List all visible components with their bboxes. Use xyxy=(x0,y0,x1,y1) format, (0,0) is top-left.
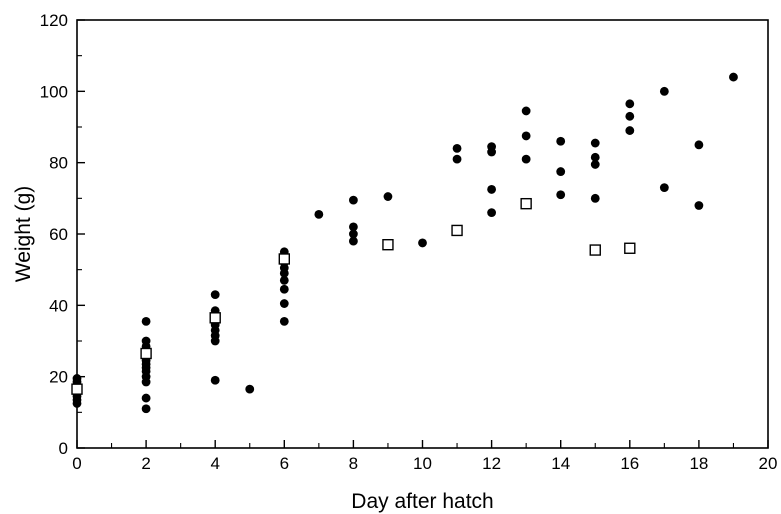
y-tick-label: 60 xyxy=(49,225,68,244)
data-point-circle xyxy=(349,195,358,205)
data-point-circle xyxy=(625,99,635,109)
data-point-square xyxy=(278,253,290,265)
data-point-square xyxy=(520,197,532,210)
data-point-circle xyxy=(72,374,82,383)
data-point-circle xyxy=(210,290,220,300)
data-point-circle xyxy=(625,111,635,121)
data-point-circle xyxy=(279,316,289,326)
data-point-circle xyxy=(556,136,566,146)
data-point-circle xyxy=(141,393,151,403)
data-point-circle xyxy=(245,384,255,394)
data-point-circle xyxy=(694,201,704,210)
data-point-square xyxy=(451,224,463,237)
data-point-square xyxy=(71,383,83,395)
x-tick-label: 12 xyxy=(482,454,501,473)
y-axis-ticks: 0 20 40 60 80 100 120 xyxy=(40,11,85,458)
data-point-circle xyxy=(141,404,151,414)
plot-frame xyxy=(76,19,769,449)
x-axis-ticks: 0 2 4 6 8 10 12 14 16 18 20 xyxy=(72,440,777,473)
data-point-square xyxy=(209,312,221,324)
x-tick-label: 4 xyxy=(210,454,219,473)
data-point-circle xyxy=(590,138,600,148)
data-point-square xyxy=(382,238,394,251)
data-point-circle xyxy=(349,229,358,239)
data-point-circle xyxy=(625,126,635,135)
data-point-circle xyxy=(279,275,289,285)
data-point-circle xyxy=(659,86,669,96)
data-point-circle xyxy=(279,284,289,294)
x-tick-label: 10 xyxy=(413,454,432,473)
x-tick-label: 8 xyxy=(349,454,358,473)
filled-circle-series xyxy=(72,72,738,414)
open-square-series xyxy=(71,197,636,395)
y-tick-label: 80 xyxy=(49,154,68,173)
x-tick-label: 20 xyxy=(759,454,778,473)
y-tick-label: 100 xyxy=(40,82,68,101)
data-point-square xyxy=(589,244,601,256)
x-axis-title: Day after hatch xyxy=(351,490,493,513)
y-tick-label: 40 xyxy=(49,296,68,315)
data-point-circle xyxy=(521,131,531,141)
data-point-circle xyxy=(314,209,324,219)
x-tick-label: 2 xyxy=(141,454,150,473)
data-point-circle xyxy=(487,142,496,152)
data-point-circle xyxy=(590,152,600,162)
x-tick-label: 18 xyxy=(689,454,708,473)
data-point-circle xyxy=(141,336,151,346)
data-point-circle xyxy=(521,154,531,164)
data-point-circle xyxy=(556,190,566,200)
data-point-circle xyxy=(729,72,738,82)
x-tick-label: 6 xyxy=(280,454,289,473)
data-point-circle xyxy=(590,160,600,169)
plot-border xyxy=(76,19,769,449)
data-point-square xyxy=(140,347,152,360)
data-point-circle xyxy=(349,222,358,232)
data-point-circle xyxy=(694,140,704,150)
data-point-circle xyxy=(487,208,496,218)
data-point-circle xyxy=(418,238,427,248)
data-point-circle xyxy=(521,106,531,116)
data-point-circle xyxy=(487,185,496,194)
data-point-circle xyxy=(659,183,669,193)
x-tick-label: 16 xyxy=(620,454,639,473)
data-point-square xyxy=(624,242,636,254)
data-point-circle xyxy=(452,144,462,153)
y-tick-label: 0 xyxy=(59,439,68,458)
y-tick-label: 20 xyxy=(49,368,68,387)
data-point-circle xyxy=(210,375,220,385)
data-point-circle xyxy=(349,236,358,246)
x-tick-label: 0 xyxy=(72,454,81,473)
y-axis-title: Weight (g) xyxy=(12,186,35,282)
y-tick-label: 120 xyxy=(40,11,68,30)
data-point-circle xyxy=(279,299,289,308)
data-point-circle xyxy=(590,193,600,203)
data-point-circle xyxy=(452,154,462,164)
data-point-circle xyxy=(556,167,566,176)
data-point-circle xyxy=(383,192,393,201)
x-tick-label: 14 xyxy=(551,454,570,473)
data-point-circle xyxy=(141,316,151,326)
